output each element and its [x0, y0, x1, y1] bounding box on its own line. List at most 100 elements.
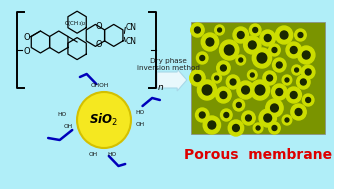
Circle shape — [286, 87, 302, 103]
Circle shape — [290, 91, 297, 98]
Circle shape — [285, 118, 289, 122]
Circle shape — [195, 108, 209, 122]
Text: HO: HO — [136, 109, 145, 115]
FancyArrow shape — [157, 69, 187, 91]
Circle shape — [282, 115, 292, 125]
Circle shape — [200, 56, 205, 60]
Text: O: O — [24, 33, 30, 42]
Circle shape — [264, 35, 271, 42]
Text: OH: OH — [89, 152, 98, 157]
Circle shape — [237, 32, 244, 39]
Circle shape — [306, 98, 311, 102]
Circle shape — [255, 85, 265, 95]
Circle shape — [191, 23, 204, 37]
Text: n: n — [158, 83, 164, 92]
Text: C(CH$_3$)$_2$: C(CH$_3$)$_2$ — [64, 19, 87, 28]
Circle shape — [253, 28, 257, 33]
Circle shape — [246, 115, 251, 121]
Circle shape — [271, 104, 278, 112]
Bar — [191, 22, 325, 134]
Circle shape — [237, 81, 254, 99]
Text: OHOH: OHOH — [91, 83, 109, 88]
Circle shape — [242, 111, 255, 125]
Circle shape — [285, 78, 289, 82]
Text: O: O — [95, 40, 102, 49]
Circle shape — [301, 79, 306, 85]
Circle shape — [305, 69, 311, 75]
Text: Dry phase
inversion method: Dry phase inversion method — [136, 58, 200, 71]
Circle shape — [269, 122, 280, 134]
Circle shape — [202, 85, 212, 95]
Circle shape — [230, 79, 236, 85]
Circle shape — [259, 109, 276, 127]
Circle shape — [302, 65, 315, 79]
Circle shape — [242, 86, 249, 94]
Circle shape — [247, 70, 257, 80]
Circle shape — [280, 31, 288, 39]
Circle shape — [224, 112, 229, 118]
Circle shape — [197, 80, 217, 100]
Circle shape — [302, 51, 310, 59]
Circle shape — [226, 75, 240, 89]
Circle shape — [220, 91, 227, 98]
Text: CN: CN — [125, 37, 136, 46]
Circle shape — [269, 44, 280, 56]
Circle shape — [266, 99, 283, 117]
Circle shape — [282, 75, 292, 85]
Circle shape — [215, 25, 225, 35]
Text: CN: CN — [125, 23, 136, 32]
Circle shape — [206, 38, 214, 46]
Circle shape — [77, 92, 131, 148]
Circle shape — [203, 116, 221, 134]
Circle shape — [298, 46, 315, 64]
Circle shape — [228, 120, 244, 136]
Circle shape — [276, 88, 283, 95]
Circle shape — [251, 80, 270, 100]
Circle shape — [196, 52, 208, 64]
Circle shape — [257, 53, 267, 63]
Circle shape — [248, 41, 256, 49]
Text: Porous  membrane: Porous membrane — [184, 148, 332, 162]
Circle shape — [236, 102, 241, 108]
Circle shape — [276, 62, 282, 68]
Circle shape — [190, 70, 205, 86]
Circle shape — [297, 75, 310, 89]
Circle shape — [298, 33, 303, 37]
Text: OH: OH — [136, 122, 145, 126]
Circle shape — [232, 125, 239, 132]
Circle shape — [272, 58, 286, 72]
Circle shape — [263, 71, 276, 85]
Text: HO: HO — [58, 112, 67, 116]
Circle shape — [276, 26, 293, 44]
Circle shape — [195, 27, 200, 33]
Circle shape — [215, 76, 219, 80]
Circle shape — [302, 94, 314, 106]
Text: HO: HO — [108, 152, 117, 157]
Circle shape — [290, 46, 297, 53]
Circle shape — [272, 47, 277, 53]
Circle shape — [199, 112, 205, 118]
Circle shape — [239, 58, 243, 62]
Circle shape — [212, 73, 221, 83]
Circle shape — [260, 30, 276, 46]
Circle shape — [295, 68, 298, 72]
Circle shape — [244, 36, 261, 54]
Circle shape — [272, 125, 277, 130]
Circle shape — [194, 74, 201, 81]
Circle shape — [208, 121, 216, 129]
Circle shape — [291, 104, 306, 120]
Text: O: O — [95, 22, 102, 31]
Circle shape — [225, 45, 234, 55]
Circle shape — [220, 40, 239, 60]
Circle shape — [267, 75, 272, 81]
FancyBboxPatch shape — [0, 0, 338, 189]
Text: O: O — [24, 46, 30, 56]
Circle shape — [251, 73, 254, 77]
Circle shape — [201, 33, 219, 51]
Circle shape — [221, 109, 232, 121]
Circle shape — [233, 99, 245, 111]
Circle shape — [236, 55, 246, 65]
Circle shape — [286, 42, 302, 58]
Circle shape — [233, 27, 248, 43]
Text: SiO$_2$: SiO$_2$ — [90, 112, 119, 128]
